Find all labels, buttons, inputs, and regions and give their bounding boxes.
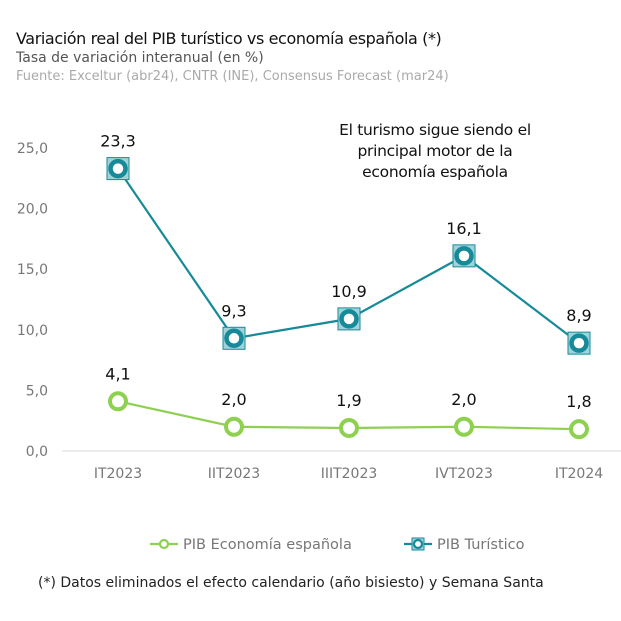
chart-title: Variación real del PIB turístico vs econ… <box>16 29 442 48</box>
y-tick-label: 15,0 <box>17 262 48 278</box>
data-point <box>224 416 244 437</box>
annotation-line: principal motor de la <box>357 142 513 160</box>
data-point <box>454 416 474 437</box>
y-tick-label: 0,0 <box>26 444 48 460</box>
y-tick-label: 10,0 <box>17 323 48 339</box>
data-point <box>108 158 128 179</box>
data-label: 23,3 <box>100 132 136 151</box>
data-point <box>454 246 474 266</box>
chart-subtitle: Tasa de variación interanual (en %) <box>16 50 264 66</box>
data-point <box>339 309 359 329</box>
x-tick-label: IIIT2023 <box>321 466 378 482</box>
x-tick-label: IT2023 <box>94 466 142 482</box>
annotation-line: economía española <box>362 163 508 181</box>
data-label: 1,9 <box>336 391 361 410</box>
chart-annotation: El turismo sigue siendo el principal mot… <box>339 120 621 183</box>
data-label: 2,0 <box>451 390 476 409</box>
data-label: 4,1 <box>105 364 130 383</box>
y-tick-label: 20,0 <box>17 202 48 218</box>
annotation-line: El turismo sigue siendo el <box>339 121 531 139</box>
data-point <box>569 419 589 440</box>
data-point <box>108 391 128 412</box>
x-tick-label: IT2024 <box>555 466 603 482</box>
data-label: 1,8 <box>566 392 591 411</box>
data-label: 16,1 <box>446 219 482 238</box>
legend-marker <box>412 538 424 550</box>
legend-label: PIB Economía española <box>183 537 352 553</box>
data-point <box>224 328 244 349</box>
data-label: 9,3 <box>221 301 246 320</box>
x-tick-label: IVT2023 <box>435 466 493 482</box>
data-label: 2,0 <box>221 390 246 409</box>
legend-marker <box>158 538 170 550</box>
legend-label: PIB Turístico <box>437 537 525 553</box>
data-point <box>569 333 589 353</box>
y-tick-label: 25,0 <box>17 141 48 157</box>
data-label: 10,9 <box>331 282 367 301</box>
data-label: 8,9 <box>566 306 591 325</box>
x-tick-label: IIT2023 <box>208 466 260 482</box>
chart-source: Fuente: Exceltur (abr24), CNTR (INE), Co… <box>16 69 449 84</box>
y-tick-label: 5,0 <box>26 383 48 399</box>
footnote: (*) Datos eliminados el efecto calendari… <box>38 575 544 591</box>
data-point <box>339 417 359 438</box>
